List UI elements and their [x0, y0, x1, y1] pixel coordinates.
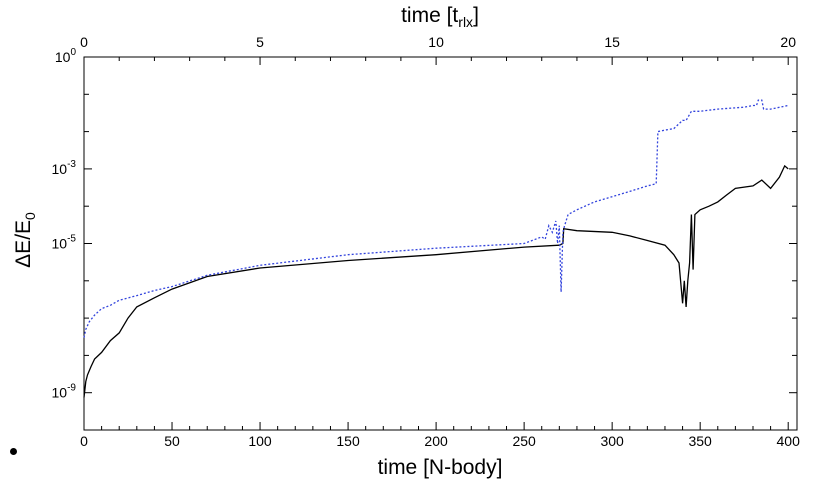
y-tick-label: 10-5: [52, 234, 77, 252]
x2-tick-label: 5: [256, 34, 264, 50]
y-axis-title: ΔE/E0: [12, 212, 38, 268]
x-tick-label: 350: [688, 433, 712, 449]
x-tick-label: 400: [777, 433, 801, 449]
x2-tick-label: 10: [428, 34, 444, 50]
tick-labels: 0 50 100 150 200 250 300 350 400 0 5 10 15 20 100 10-3 1…: [52, 34, 801, 449]
x2-tick-label: 0: [80, 34, 88, 50]
series-line-2: [83, 99, 789, 338]
ticks: [83, 56, 797, 431]
y-tick-label: 100: [55, 47, 77, 65]
x2-axis-title-sub: rlx: [458, 14, 473, 30]
series-layer: [83, 99, 789, 398]
x-tick-label: 300: [600, 433, 624, 449]
x2-tick-label: 20: [780, 34, 796, 50]
x-tick-label: 150: [336, 433, 360, 449]
x-tick-label: 250: [512, 433, 536, 449]
x-tick-label: 50: [164, 433, 180, 449]
x-tick-label: 200: [424, 433, 448, 449]
y-axis-title-base: ΔE/E: [12, 220, 35, 268]
x-tick-label: 100: [248, 433, 272, 449]
bullet-marker: [10, 448, 17, 455]
series-line-1: [83, 164, 789, 398]
y-tick-label: 10-3: [52, 159, 77, 177]
x-tick-label: 0: [80, 433, 88, 449]
y-axis-title-sub: 0: [22, 212, 38, 220]
x2-axis-title-base: time [t: [401, 4, 458, 27]
x2-axis-title-close: ]: [473, 4, 479, 27]
y-tick-label: 10-9: [52, 383, 77, 401]
x2-tick-label: 15: [604, 34, 620, 50]
x-axis-title: time [N-body]: [378, 456, 503, 479]
x2-axis-title: time [trlx]: [401, 4, 479, 30]
